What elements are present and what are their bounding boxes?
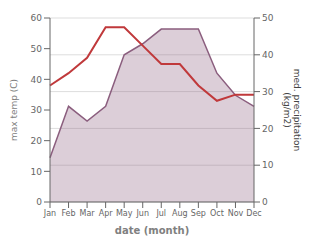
svg-text:Oct: Oct	[210, 209, 224, 218]
svg-text:20: 20	[31, 136, 43, 146]
svg-text:0: 0	[262, 197, 268, 207]
svg-text:Sep: Sep	[191, 209, 206, 218]
svg-text:Jun: Jun	[135, 209, 149, 218]
svg-text:50: 50	[31, 44, 43, 54]
svg-text:Mar: Mar	[80, 209, 96, 218]
svg-text:Feb: Feb	[61, 209, 75, 218]
svg-text:Apr: Apr	[99, 209, 114, 218]
svg-text:40: 40	[262, 50, 274, 60]
svg-text:Dec: Dec	[246, 209, 261, 218]
svg-text:20: 20	[262, 124, 274, 134]
svg-text:Aug: Aug	[172, 209, 188, 218]
svg-text:40: 40	[31, 75, 43, 85]
svg-text:Jul: Jul	[155, 209, 166, 218]
svg-text:med. precipitation(kg/m2): med. precipitation(kg/m2)	[282, 69, 302, 151]
svg-text:max temp (C): max temp (C)	[9, 79, 19, 141]
svg-text:10: 10	[31, 167, 43, 177]
svg-text:60: 60	[31, 13, 43, 23]
svg-text:May: May	[116, 209, 133, 218]
svg-text:Jan: Jan	[43, 209, 56, 218]
svg-text:date (month): date (month)	[115, 225, 189, 236]
svg-text:Nov: Nov	[228, 209, 244, 218]
svg-text:50: 50	[262, 13, 274, 23]
svg-text:0: 0	[36, 197, 42, 207]
svg-text:30: 30	[31, 105, 43, 115]
svg-text:10: 10	[262, 160, 274, 170]
svg-text:30: 30	[262, 87, 274, 97]
